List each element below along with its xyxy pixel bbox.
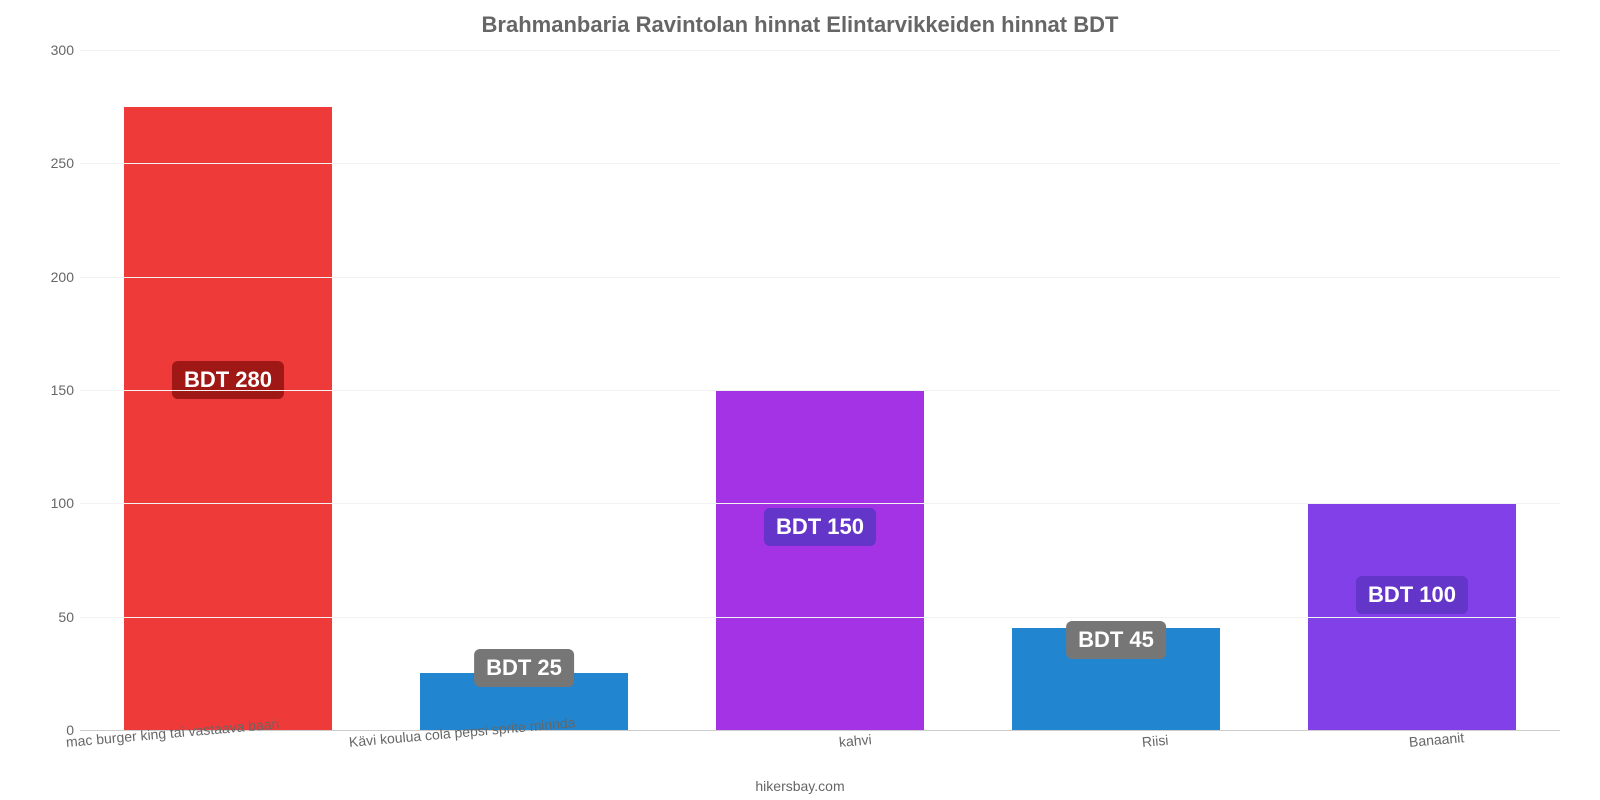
y-tick-label: 50	[34, 609, 74, 625]
gridline	[80, 163, 1560, 164]
x-tick-label: kahvi	[838, 731, 872, 750]
bar-value-label: BDT 25	[474, 649, 574, 687]
x-tick-label: Riisi	[1141, 732, 1169, 750]
bar-value-label: BDT 280	[172, 361, 284, 399]
gridline	[80, 390, 1560, 391]
x-tick-label: Banaanit	[1408, 729, 1464, 750]
credit-text: hikersbay.com	[0, 778, 1600, 794]
bar	[124, 107, 331, 730]
bar	[716, 390, 923, 730]
chart-title: Brahmanbaria Ravintolan hinnat Elintarvi…	[0, 0, 1600, 38]
bar-value-label: BDT 100	[1356, 576, 1468, 614]
y-tick-label: 150	[34, 382, 74, 398]
price-chart: Brahmanbaria Ravintolan hinnat Elintarvi…	[0, 0, 1600, 800]
y-tick-label: 300	[34, 42, 74, 58]
gridline	[80, 277, 1560, 278]
bar-value-label: BDT 45	[1066, 621, 1166, 659]
plot-area: BDT 280BDT 25BDT 150BDT 45BDT 100 050100…	[80, 50, 1560, 730]
bar-value-label: BDT 150	[764, 508, 876, 546]
gridline	[80, 617, 1560, 618]
gridline	[80, 503, 1560, 504]
y-tick-label: 100	[34, 495, 74, 511]
y-tick-label: 250	[34, 155, 74, 171]
gridline	[80, 50, 1560, 51]
y-tick-label: 200	[34, 269, 74, 285]
x-axis-labels: mac burger king tai vastaava baariKävi k…	[80, 730, 1560, 770]
